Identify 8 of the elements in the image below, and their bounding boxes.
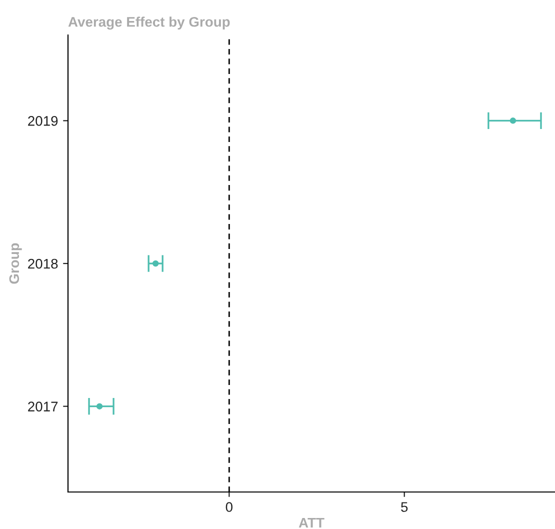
y-tick-label: 2019	[28, 116, 58, 126]
chart-title: Average Effect by Group	[68, 16, 230, 30]
x-axis-title: ATT	[298, 518, 324, 528]
y-tick-label: 2017	[28, 402, 58, 412]
x-tick-label: 0	[226, 502, 232, 512]
y-tick-label: 2018	[28, 258, 58, 269]
x-tick-label: 5	[401, 502, 408, 512]
y-axis-title: Group	[9, 243, 22, 284]
